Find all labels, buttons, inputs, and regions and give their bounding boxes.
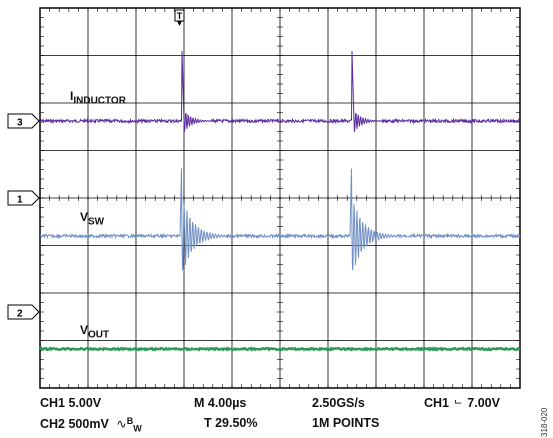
vsw-label-sub: SW — [88, 216, 105, 228]
vout-label-sub: OUT — [88, 329, 110, 341]
trigger-marker: T — [174, 9, 185, 26]
ch1-scale: CH1 5.00V — [40, 396, 102, 410]
bandwidth-limit-label: B — [126, 416, 134, 426]
timebase: M 4.00µs — [194, 396, 247, 410]
sample-rate: 2.50GS/s — [312, 396, 365, 410]
channel-3-label: 3 — [17, 118, 23, 129]
trigger-setting: CH1 ⌐ 7.00V — [424, 396, 500, 410]
trigger-position: T 29.50% — [204, 416, 258, 430]
graticule-grid — [39, 7, 521, 389]
trigger-channel: CH1 — [424, 396, 450, 410]
trigger-level: 7.00V — [467, 396, 500, 410]
inductor-label-sub: INDUCTOR — [73, 95, 126, 107]
vsw-label: VSW — [80, 210, 104, 227]
falling-edge-icon: ⌐ — [454, 396, 462, 410]
figure-id: 318-020 — [540, 407, 549, 437]
channel-2-label: 2 — [17, 309, 23, 320]
channel-3-marker: 3 — [7, 113, 40, 129]
channel-1-marker: 1 — [7, 190, 40, 206]
inductor-current-label: IINDUCTOR — [70, 89, 126, 106]
vout-label: VOUT — [80, 323, 109, 340]
channel-1-label: 1 — [17, 195, 23, 206]
channel-2-marker: 2 — [7, 304, 40, 320]
bandwidth-limit-icon: ∿ — [116, 417, 127, 431]
trigger-marker-label: T — [177, 11, 183, 21]
vout-label-main: V — [80, 323, 89, 337]
ch2-scale-row: CH2 500mV ∿BW — [40, 416, 142, 434]
trace-inductor — [39, 50, 521, 132]
record-length: 1M POINTS — [312, 416, 380, 430]
inductor-label-main: I — [70, 89, 74, 103]
trace-vout — [38, 346, 521, 352]
ch2-scale: CH2 500mV — [40, 417, 109, 431]
trace-vsw — [39, 168, 521, 271]
vsw-label-main: V — [80, 210, 89, 224]
bandwidth-limit-sub: W — [133, 423, 142, 434]
